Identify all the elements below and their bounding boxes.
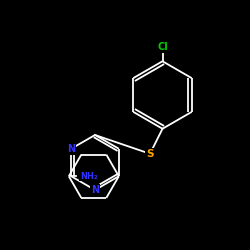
Text: N: N <box>91 185 99 195</box>
Text: NH₂: NH₂ <box>80 172 98 181</box>
Text: S: S <box>146 149 154 159</box>
Text: N: N <box>67 144 75 154</box>
Text: NH₂: NH₂ <box>80 172 98 181</box>
Text: S: S <box>146 149 154 159</box>
Text: Cl: Cl <box>157 42 168 52</box>
Text: Cl: Cl <box>157 42 168 52</box>
Text: N: N <box>91 185 99 195</box>
Text: N: N <box>67 144 75 154</box>
